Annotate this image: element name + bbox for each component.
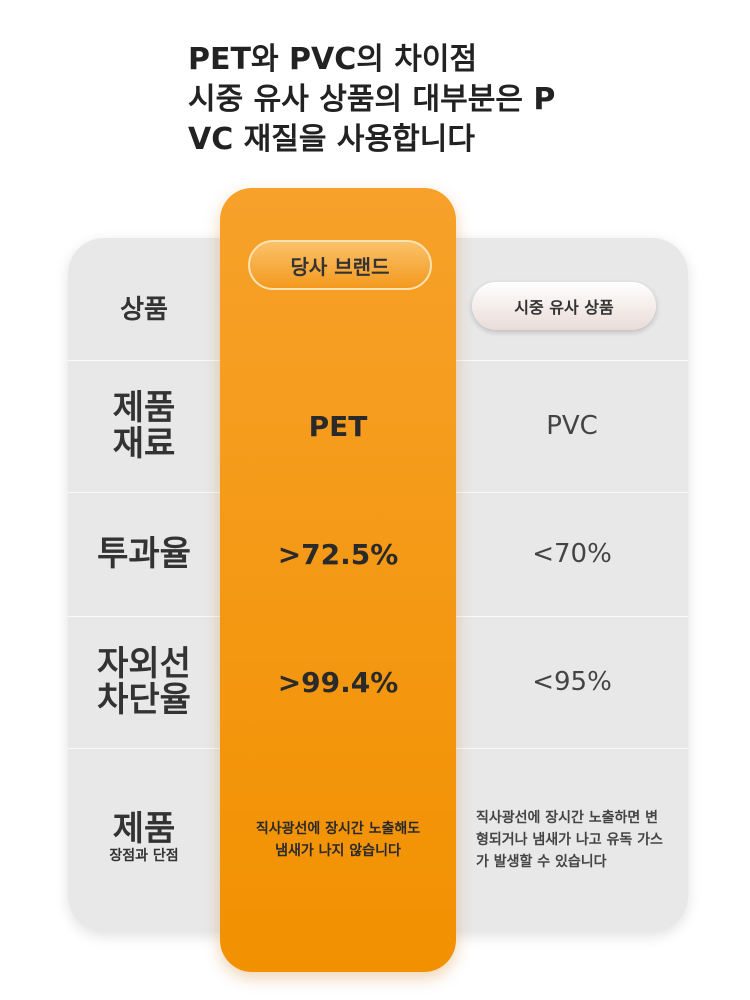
competitor-value: 직사광선에 장시간 노출하면 변형되거나 냄새가 나고 유독 가스가 발생할 수… <box>476 810 663 870</box>
row-label: 자외선 차단율 <box>68 616 220 748</box>
title-line: 시중 유사 상품의 대부분은 P <box>188 82 556 117</box>
competitor-value: PVC <box>546 411 598 441</box>
row-label: 제품 재료 <box>68 360 220 492</box>
row-label-line: 장점과 단점 <box>109 848 179 864</box>
brand-value: >99.4% <box>277 665 399 699</box>
row-label-line: 투과율 <box>97 534 191 574</box>
row-label-line: 제품 <box>112 809 176 849</box>
header-label: 상품 <box>120 295 168 325</box>
row-label-line: 제품 <box>112 388 176 428</box>
row-label-line: 자외선 <box>97 644 191 684</box>
brand-value: 직사광선에 장시간 노출해도 냄새가 나지 않습니다 <box>255 821 421 859</box>
row-label: 투과율 <box>68 492 220 616</box>
brand-value: >72.5% <box>277 537 399 571</box>
brand-column <box>220 188 456 972</box>
title-line: PET와 PVC의 차이점 <box>188 42 478 77</box>
competitor-pill: 시중 유사 상품 <box>472 282 656 330</box>
row-label-line: 차단율 <box>97 680 191 720</box>
competitor-value: <70% <box>532 539 612 569</box>
brand-value: PET <box>308 409 368 443</box>
row-label: 제품 장점과 단점 <box>68 748 220 932</box>
title-line: VC 재질을 사용합니다 <box>188 122 475 157</box>
brand-pill: 당사 브랜드 <box>248 240 432 290</box>
row-label-line: 재료 <box>112 424 176 464</box>
competitor-value: <95% <box>532 667 612 697</box>
